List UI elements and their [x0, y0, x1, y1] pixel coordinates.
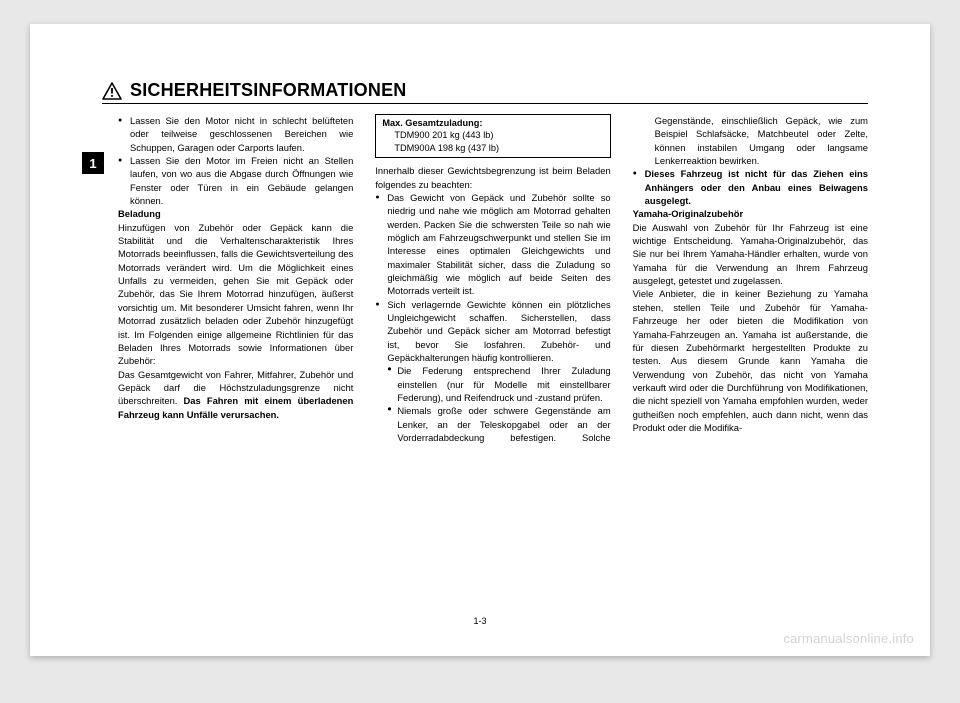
- warning-triangle-icon: [102, 82, 122, 100]
- max-load-title: Max. Gesamtzuladung:: [382, 117, 603, 129]
- max-load-line: TDM900A 198 kg (437 lb): [382, 142, 603, 154]
- body-text: Lassen Sie den Motor nicht in schlecht b…: [118, 114, 868, 600]
- page-number: 1-3: [30, 616, 930, 626]
- paragraph: Hinzufügen von Zubehör oder Gepäck kann …: [118, 221, 353, 368]
- page-title: SICHERHEITSINFORMATIONEN: [130, 80, 406, 101]
- section-tab: 1: [82, 152, 104, 174]
- list-item: Die Federung entsprechend Ihrer Zuladung…: [375, 364, 610, 404]
- subheading-zubehoer: Yamaha-Originalzubehör: [633, 207, 868, 220]
- list-item: Lassen Sie den Motor im Freien nicht an …: [118, 154, 353, 207]
- max-load-line: TDM900 201 kg (443 lb): [382, 129, 603, 141]
- watermark: carmanualsonline.info: [783, 631, 914, 646]
- page-header: SICHERHEITSINFORMATIONEN: [102, 80, 868, 104]
- list-item: Das Gewicht von Gepäck und Zube­hör soll…: [375, 191, 610, 298]
- list-item: Lassen Sie den Motor nicht in schlecht b…: [118, 114, 353, 154]
- paragraph: Die Auswahl von Zubehör für Ihr Fahrzeug…: [633, 221, 868, 288]
- paragraph: Innerhalb dieser Gewichtsbegrenzung ist …: [375, 164, 610, 191]
- subheading-beladung: Beladung: [118, 207, 353, 220]
- paragraph: Das Gesamtgewicht von Fahrer, Mitfahrer,…: [118, 368, 353, 421]
- max-load-box: Max. Gesamtzuladung: TDM900 201 kg (443 …: [375, 114, 610, 158]
- list-item: Sich verlagernde Gewichte können ein plö…: [375, 298, 610, 365]
- paragraph: Viele Anbieter, die in keiner Beziehung …: [633, 287, 868, 434]
- page-container: SICHERHEITSINFORMATIONEN 1 Lassen Sie de…: [30, 24, 930, 656]
- list-item: Dieses Fahrzeug ist nicht für das Ziehen…: [633, 167, 868, 207]
